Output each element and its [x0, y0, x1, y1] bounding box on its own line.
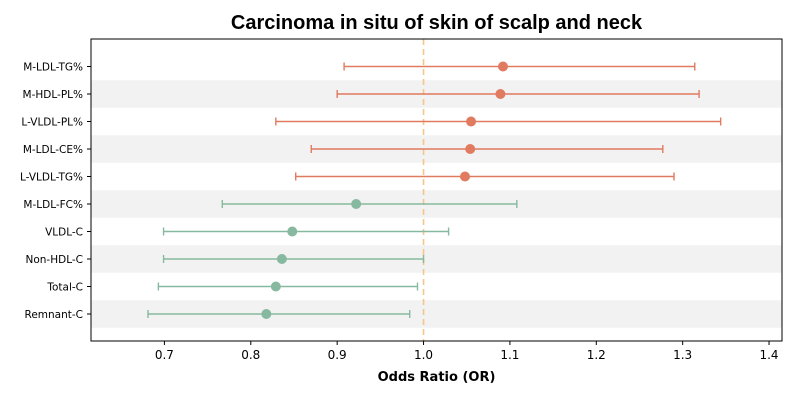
point-estimate	[351, 199, 362, 209]
point-estimate	[276, 254, 287, 264]
chart-title: Carcinoma in situ of skin of scalp and n…	[231, 12, 643, 34]
point-estimate	[287, 226, 298, 237]
point-estimate	[495, 89, 506, 99]
x-tick-label: 1.2	[587, 348, 606, 362]
y-category-label: M-LDL-CE%	[23, 144, 83, 156]
confidence-intervals	[147, 62, 722, 318]
y-category-label: Remnant-C	[25, 309, 84, 321]
point-estimate	[466, 116, 477, 127]
x-tick-label: 1.4	[759, 348, 778, 362]
x-tick-label: 1.1	[500, 348, 519, 362]
x-tick-label: 1.3	[673, 348, 692, 362]
y-category-label: L-VLDL-PL%	[21, 117, 83, 129]
x-axis-ticks: 0.7 0.8 0.9 1.0 1.1 1.2 1.3 1.4	[155, 341, 779, 362]
y-category-label: M-LDL-TG%	[23, 62, 83, 74]
y-category-label: Non-HDL-C	[26, 254, 84, 266]
point-estimate	[270, 281, 281, 292]
point-estimate	[498, 61, 509, 72]
y-category-label: VLDL-C	[45, 227, 83, 239]
point-estimate	[261, 309, 272, 319]
x-tick-label: 0.7	[155, 348, 174, 362]
y-category-label: Total-C	[46, 282, 83, 294]
y-axis-category-labels: M-LDL-TG% M-HDL-PL% L-VLDL-PL% M-LDL-CE% L-V…	[20, 62, 91, 321]
x-tick-label: 0.8	[241, 348, 260, 362]
point-estimates	[261, 61, 509, 319]
point-estimate	[465, 144, 476, 154]
plot-area-frame	[90, 38, 783, 342]
x-tick-label: 1.0	[414, 348, 433, 362]
point-estimate	[460, 171, 471, 182]
y-category-label: L-VLDL-TG%	[20, 172, 83, 184]
x-tick-label: 0.9	[328, 348, 347, 362]
y-category-label: M-HDL-PL%	[23, 89, 83, 101]
y-category-label: M-LDL-FC%	[23, 199, 83, 211]
x-axis-title: Odds Ratio (OR)	[378, 370, 496, 385]
